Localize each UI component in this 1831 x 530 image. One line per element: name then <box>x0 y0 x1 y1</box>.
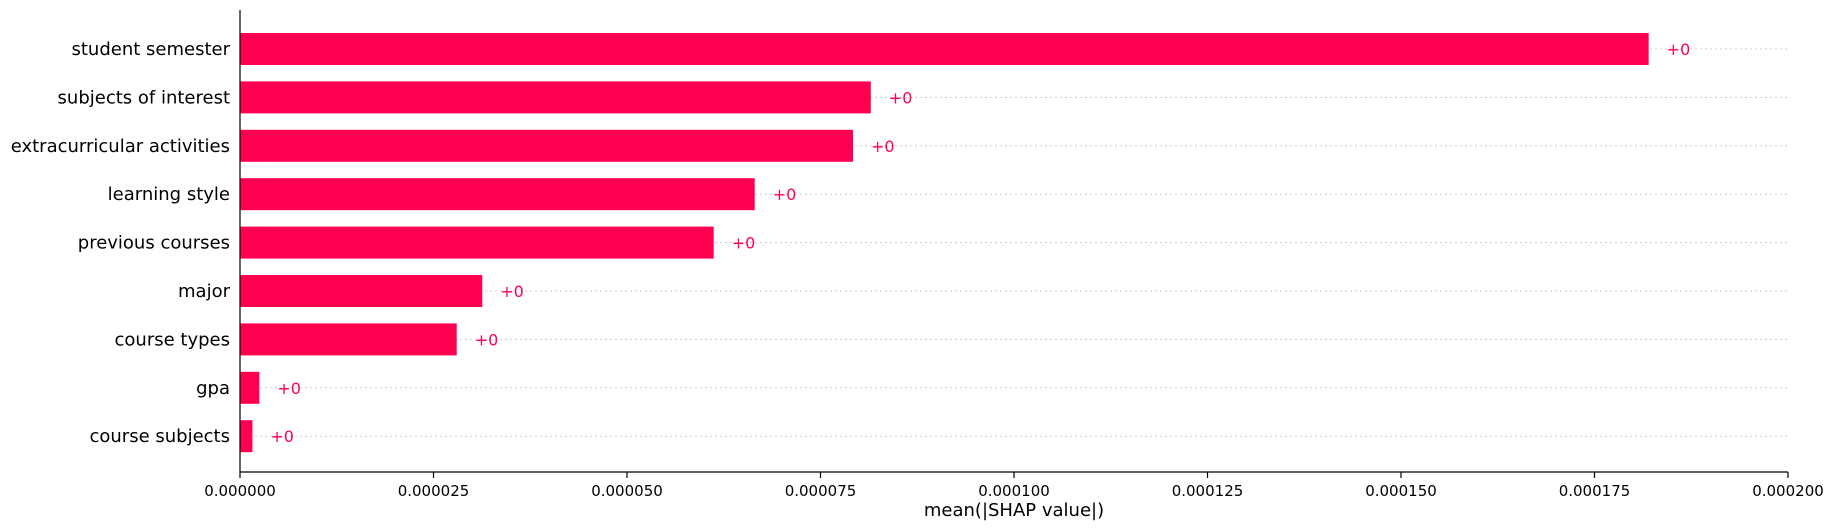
bar <box>240 178 755 211</box>
bar <box>240 275 483 307</box>
value-label: +0 <box>475 330 499 349</box>
value-label: +0 <box>773 185 797 204</box>
category-labels: student semester subjects of interest extr… <box>11 39 231 447</box>
bar <box>240 129 854 162</box>
x-tick-label: 0.000150 <box>1365 482 1437 500</box>
category-label: course types <box>115 329 230 350</box>
value-label: +0 <box>500 282 524 301</box>
value-label: +0 <box>732 234 756 253</box>
bars <box>240 33 1649 453</box>
bar <box>240 323 457 356</box>
value-label: +0 <box>277 379 301 398</box>
value-label: +0 <box>270 427 294 446</box>
category-label: subjects of interest <box>58 87 230 108</box>
bar <box>240 371 260 404</box>
x-tick-label: 0.000000 <box>204 482 276 500</box>
bar <box>240 226 714 259</box>
x-tick-label: 0.000025 <box>398 482 470 500</box>
bar <box>240 33 1649 65</box>
bar <box>240 81 871 114</box>
bar <box>240 420 253 453</box>
category-label: major <box>178 281 231 302</box>
x-axis-title: mean(|SHAP value|) <box>924 500 1104 521</box>
x-tick-label: 0.000075 <box>785 482 857 500</box>
category-label: course subjects <box>89 426 230 447</box>
x-tick-label: 0.000125 <box>1172 482 1244 500</box>
value-labels: +0 +0 +0 +0 +0 +0 +0 +0 +0 <box>270 40 1690 446</box>
value-label: +0 <box>871 137 895 156</box>
category-label: gpa <box>196 378 230 399</box>
x-tick-label: 0.000100 <box>978 482 1050 500</box>
category-label: learning style <box>108 184 230 205</box>
value-label: +0 <box>1667 40 1691 59</box>
category-label: extracurricular activities <box>11 136 230 157</box>
value-label: +0 <box>889 88 913 107</box>
category-label: previous courses <box>78 233 230 254</box>
category-label: student semester <box>71 39 230 60</box>
x-tick-label: 0.000200 <box>1752 482 1824 500</box>
x-tick-label: 0.000050 <box>591 482 663 500</box>
x-tick-label: 0.000175 <box>1559 482 1631 500</box>
x-axis-ticks: 0.000000 0.000025 0.000050 0.000075 0.000100… <box>204 472 1824 500</box>
